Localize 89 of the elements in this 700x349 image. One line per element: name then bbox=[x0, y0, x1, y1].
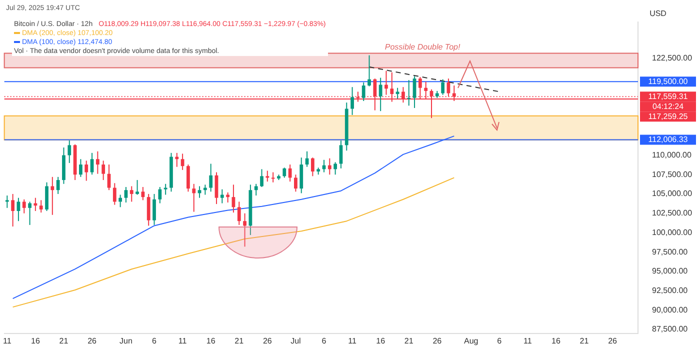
x-tick-label: 26 bbox=[608, 336, 618, 346]
candlestick bbox=[378, 77, 382, 112]
x-tick-label: 21 bbox=[404, 336, 414, 346]
candlestick bbox=[136, 180, 139, 196]
candlestick bbox=[396, 87, 400, 100]
candlestick bbox=[339, 140, 343, 169]
candlestick bbox=[328, 158, 332, 176]
candlestick bbox=[16, 197, 20, 222]
candlestick bbox=[226, 192, 230, 203]
text: 04:12:24 bbox=[652, 102, 684, 111]
candlestick bbox=[118, 194, 122, 208]
candlestick bbox=[164, 183, 168, 196]
candlestick bbox=[243, 212, 246, 248]
candlestick bbox=[39, 200, 43, 214]
candlestick bbox=[310, 157, 314, 177]
candlestick bbox=[362, 82, 366, 102]
x-tick-label: 26 bbox=[432, 336, 442, 346]
candlestick bbox=[84, 160, 88, 182]
candlestick bbox=[192, 183, 196, 212]
x-tick-label: 11 bbox=[524, 336, 532, 346]
candlestick bbox=[22, 198, 26, 214]
ref-line-label: 117,559.31 bbox=[648, 92, 688, 101]
candlestick bbox=[334, 162, 338, 176]
y-tick-label: 102,500.00 bbox=[652, 208, 693, 218]
ref-line-label: 119,500.00 bbox=[648, 76, 688, 86]
y-tick-label: 100,000.00 bbox=[652, 228, 693, 237]
candlestick bbox=[266, 170, 270, 182]
x-tick-label: 26 bbox=[262, 336, 272, 346]
candlestick bbox=[11, 193, 15, 227]
y-tick-label: 105,000.00 bbox=[652, 189, 693, 198]
y-tick-label: 95,000.00 bbox=[652, 266, 688, 276]
ref-line-label: 117,259.25 bbox=[648, 112, 688, 121]
candlestick bbox=[237, 201, 241, 226]
candlestick bbox=[5, 195, 9, 208]
candlestick bbox=[90, 152, 94, 176]
y-tick-label: 107,500.00 bbox=[652, 170, 693, 179]
ref-line-label: 112,006.33 bbox=[648, 134, 688, 144]
candlestick bbox=[441, 78, 445, 96]
candlestick bbox=[102, 160, 106, 181]
candlestick bbox=[220, 188, 224, 204]
band-label: Possible Double Top! bbox=[384, 42, 461, 52]
y-tick-label: 87,500.00 bbox=[652, 324, 688, 334]
candlestick bbox=[271, 172, 275, 183]
x-tick-label: 16 bbox=[552, 336, 561, 346]
y-tick-label: 92,500.00 bbox=[652, 286, 688, 295]
x-tick-label: 6 bbox=[152, 336, 158, 346]
y-tick-label: 110,000.00 bbox=[652, 150, 692, 160]
candlestick bbox=[28, 201, 32, 226]
x-tick-label: 11 bbox=[2, 336, 12, 346]
candlestick bbox=[146, 193, 150, 226]
y-tick-label: 97,500.00 bbox=[652, 247, 688, 256]
candlestick bbox=[56, 176, 60, 194]
candlestick bbox=[50, 176, 54, 216]
x-tick-label: 21 bbox=[59, 336, 69, 346]
candlestick bbox=[209, 163, 213, 192]
candlestick bbox=[79, 158, 82, 178]
candlestick bbox=[254, 183, 258, 196]
x-tick-label: Jun bbox=[120, 336, 132, 346]
candlestick bbox=[45, 182, 48, 212]
candlestick bbox=[158, 186, 162, 204]
x-tick-label: 21 bbox=[580, 336, 590, 346]
candlestick bbox=[124, 186, 128, 203]
y-tick-label: 90,000.00 bbox=[652, 305, 688, 314]
x-tick-label: 21 bbox=[234, 336, 244, 346]
y-axis-title: USD bbox=[650, 9, 667, 18]
y-tick-label: 122,500.00 bbox=[652, 54, 693, 63]
candlestick bbox=[68, 140, 72, 164]
x-tick-label: 6 bbox=[497, 336, 502, 346]
x-tick-label: 16 bbox=[206, 336, 216, 346]
x-tick-label: Aug bbox=[464, 336, 478, 346]
x-tick-label: Jul bbox=[290, 336, 302, 346]
candlestick bbox=[407, 80, 411, 106]
candlestick bbox=[186, 164, 190, 192]
candlestick bbox=[141, 186, 145, 201]
x-tick-label: 26 bbox=[88, 336, 98, 346]
candlestick bbox=[368, 54, 371, 87]
candlestick bbox=[260, 168, 264, 188]
candlestick bbox=[112, 182, 116, 206]
candlestick bbox=[152, 193, 156, 226]
x-tick-label: 16 bbox=[30, 336, 40, 346]
candlestick bbox=[130, 186, 134, 202]
x-tick-label: 11 bbox=[178, 336, 188, 346]
candlestick bbox=[350, 86, 354, 116]
x-tick-label: 6 bbox=[322, 336, 327, 346]
candlestick bbox=[96, 150, 100, 174]
candlestick bbox=[282, 167, 286, 178]
candlestick bbox=[294, 174, 298, 192]
x-tick-label: 16 bbox=[376, 336, 386, 346]
x-tick-label: 11 bbox=[348, 336, 357, 346]
